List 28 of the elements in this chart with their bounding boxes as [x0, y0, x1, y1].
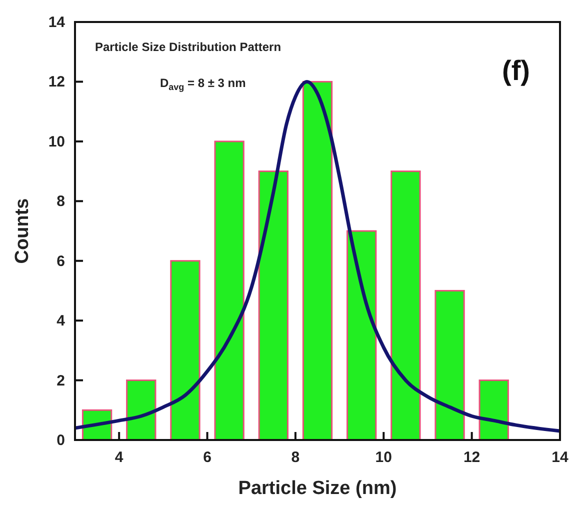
x-tick-label: 4 — [114, 449, 124, 466]
x-tick-label: 14 — [552, 449, 569, 466]
x-tick-label: 10 — [375, 449, 392, 466]
x-tick-label: 6 — [203, 449, 212, 466]
x-tick-label: 8 — [291, 449, 300, 466]
bar — [346, 230, 377, 441]
y-tick-label: 2 — [56, 372, 65, 390]
annotation: (f) — [502, 55, 530, 86]
bar — [258, 170, 288, 441]
bar — [170, 260, 200, 441]
bar — [214, 140, 244, 441]
y-tick-label: 10 — [48, 133, 65, 150]
x-tick-label: 12 — [463, 449, 480, 466]
y-tick-label: 6 — [56, 252, 65, 270]
bar — [126, 380, 156, 441]
y-axis-title: Counts — [12, 198, 33, 264]
bar — [390, 170, 421, 441]
bar — [478, 380, 509, 441]
y-tick-label: 14 — [48, 14, 66, 31]
y-tick-label: 4 — [56, 312, 66, 330]
y-tick-label: 0 — [56, 432, 65, 449]
bar — [434, 290, 465, 441]
text: Particle Size Distribution Pattern — [95, 40, 282, 54]
y-tick-label: 12 — [48, 74, 65, 91]
bar — [302, 80, 333, 441]
annotation: D$_{avg}$ = 8 ± 3 nm — [160, 76, 246, 92]
y-tick-label: 8 — [56, 193, 65, 210]
x-axis-title: Particle Size (nm) — [238, 478, 397, 499]
